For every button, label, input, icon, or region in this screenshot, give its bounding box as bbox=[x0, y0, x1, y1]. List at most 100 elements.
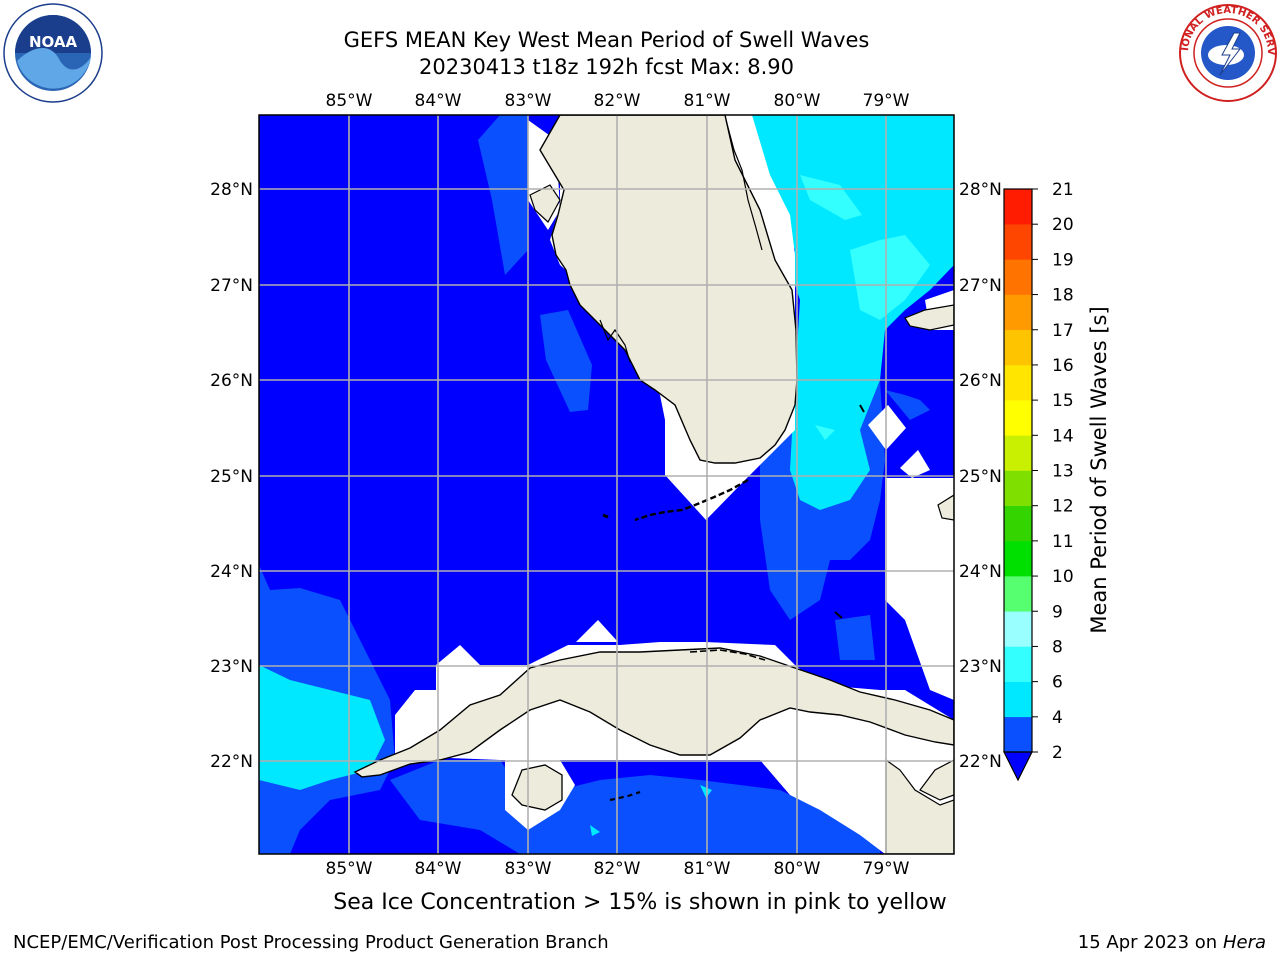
lon-label: 80°W bbox=[774, 91, 821, 111]
graticule bbox=[259, 115, 954, 854]
colorbar-swatch bbox=[1004, 611, 1032, 647]
isla-de-la-juventud bbox=[511, 764, 563, 811]
colorbar-tick-label: 21 bbox=[1052, 180, 1074, 200]
colorbar-tick-label: 15 bbox=[1052, 391, 1074, 411]
noaa-logo-text: NOAA bbox=[29, 33, 78, 51]
colorbar-swatch bbox=[1004, 646, 1032, 682]
lon-label: 82°W bbox=[594, 859, 641, 879]
lon-label: 84°W bbox=[415, 859, 462, 879]
colorbar-swatch bbox=[1004, 716, 1032, 753]
lat-label: 28°N bbox=[210, 180, 253, 200]
colorbar-swatch bbox=[1004, 329, 1032, 366]
colorbar-swatches bbox=[1004, 189, 1032, 753]
swell-band-4-6 bbox=[259, 115, 954, 836]
colorbar-tick-label: 17 bbox=[1052, 321, 1074, 341]
lat-labels-right: 28°N 27°N 26°N 25°N 24°N 23°N 22°N bbox=[959, 180, 1002, 772]
cayman-islands bbox=[609, 790, 641, 802]
grand-bahama bbox=[904, 304, 954, 331]
lat-label: 23°N bbox=[210, 657, 253, 677]
lon-label: 85°W bbox=[326, 859, 373, 879]
lat-label: 25°N bbox=[210, 467, 253, 487]
map-area bbox=[259, 115, 954, 854]
colorbar-swatch bbox=[1004, 505, 1032, 542]
colorbar-tick-label: 2 bbox=[1052, 743, 1063, 763]
colorbar-tick-label: 16 bbox=[1052, 356, 1074, 376]
florida-keys bbox=[634, 478, 749, 522]
colorbar-swatch bbox=[1004, 681, 1032, 718]
colorbar-swatch bbox=[1004, 435, 1032, 471]
lon-label: 81°W bbox=[684, 859, 731, 879]
colorbar-tick-label: 6 bbox=[1052, 673, 1063, 693]
lat-label: 24°N bbox=[959, 562, 1002, 582]
lat-label: 22°N bbox=[210, 752, 253, 772]
map-title: GEFS MEAN Key West Mean Period of Swell … bbox=[343, 28, 870, 52]
colorbar-swatch bbox=[1004, 576, 1032, 612]
florida-bend-coast bbox=[529, 184, 561, 223]
east-coast-lagoon bbox=[725, 119, 763, 251]
colorbar-tick-label: 20 bbox=[1052, 215, 1074, 235]
lon-label: 83°W bbox=[505, 859, 552, 879]
colorbar-swatch bbox=[1004, 294, 1032, 331]
colorbar-tick-label: 10 bbox=[1052, 567, 1074, 587]
noaa-logo: NOAA bbox=[3, 3, 103, 103]
colorbar-tick-label: 11 bbox=[1052, 532, 1074, 552]
machine-name: Hera bbox=[1222, 932, 1266, 953]
colorbar: 2 4 6 8 9 10 11 12 13 14 15 16 17 18 19 20 21 Mean Perio… bbox=[1003, 180, 1111, 782]
colorbar-tick-label: 14 bbox=[1052, 426, 1074, 446]
lon-label: 80°W bbox=[774, 859, 821, 879]
lon-label: 79°W bbox=[863, 91, 910, 111]
date-text: 15 Apr 2023 on bbox=[1077, 932, 1218, 953]
lon-label: 84°W bbox=[415, 91, 462, 111]
lat-label: 26°N bbox=[959, 371, 1002, 391]
colorbar-swatch bbox=[1004, 400, 1032, 436]
map-subtitle: 20230413 t18z 192h fcst Max: 8.90 bbox=[419, 55, 794, 79]
colorbar-swatch bbox=[1004, 364, 1032, 401]
lat-label: 25°N bbox=[959, 467, 1002, 487]
lat-labels-left: 28°N 27°N 26°N 25°N 24°N 23°N 22°N bbox=[210, 180, 253, 772]
lon-label: 83°W bbox=[505, 91, 552, 111]
lat-label: 23°N bbox=[959, 657, 1002, 677]
florida-land bbox=[539, 115, 798, 464]
colorbar-swatch bbox=[1004, 540, 1032, 577]
west-coast-islands bbox=[599, 319, 631, 363]
southeast-land bbox=[885, 758, 954, 854]
hispaniola-edge bbox=[919, 759, 954, 801]
lat-label: 26°N bbox=[210, 371, 253, 391]
cuba-north-keys bbox=[689, 649, 766, 661]
lon-labels-top: 85°W 84°W 83°W 82°W 81°W 80°W 79°W bbox=[326, 91, 910, 111]
colorbar-label: Mean Period of Swell Waves [s] bbox=[1087, 306, 1111, 633]
colorbar-swatch bbox=[1004, 224, 1032, 260]
colorbar-tick-label: 4 bbox=[1052, 708, 1063, 728]
colorbar-ticks: 2 4 6 8 9 10 11 12 13 14 15 16 17 18 19 20 21 bbox=[1032, 180, 1074, 763]
lat-label: 22°N bbox=[959, 752, 1002, 772]
cay-sal bbox=[834, 611, 843, 619]
lon-label: 81°W bbox=[684, 91, 731, 111]
colorbar-under-arrow bbox=[1003, 751, 1033, 782]
lon-labels-bottom: 85°W 84°W 83°W 82°W 81°W 80°W 79°W bbox=[326, 859, 910, 879]
colorbar-swatch bbox=[1004, 259, 1032, 295]
colorbar-tick-label: 8 bbox=[1052, 637, 1063, 657]
swell-band-6-8 bbox=[800, 175, 930, 440]
colorbar-tick-label: 9 bbox=[1052, 602, 1063, 622]
run-date: 15 Apr 2023 on Hera bbox=[1078, 932, 1266, 953]
nws-logo: NATIONAL WEATHER SERVICE bbox=[1178, 3, 1277, 102]
lat-label: 24°N bbox=[210, 562, 253, 582]
lat-label: 27°N bbox=[210, 276, 253, 296]
lat-label: 28°N bbox=[959, 180, 1002, 200]
sea-ice-note: Sea Ice Concentration > 15% is shown in … bbox=[333, 890, 947, 915]
colorbar-tick-label: 18 bbox=[1052, 286, 1074, 306]
map-frame bbox=[258, 114, 955, 855]
lon-label: 82°W bbox=[594, 91, 641, 111]
lon-label: 85°W bbox=[326, 91, 373, 111]
colorbar-tick-label: 13 bbox=[1052, 462, 1074, 482]
colorbar-tick-label: 19 bbox=[1052, 250, 1074, 270]
bimini bbox=[859, 404, 865, 413]
lon-label: 79°W bbox=[863, 859, 910, 879]
colorbar-tick-label: 12 bbox=[1052, 497, 1074, 517]
cuba-land bbox=[353, 647, 954, 778]
andros-island bbox=[937, 494, 954, 521]
colorbar-swatch bbox=[1004, 189, 1032, 225]
lat-label: 27°N bbox=[959, 276, 1002, 296]
credit-line: NCEP/EMC/Verification Post Processing Pr… bbox=[13, 932, 609, 953]
